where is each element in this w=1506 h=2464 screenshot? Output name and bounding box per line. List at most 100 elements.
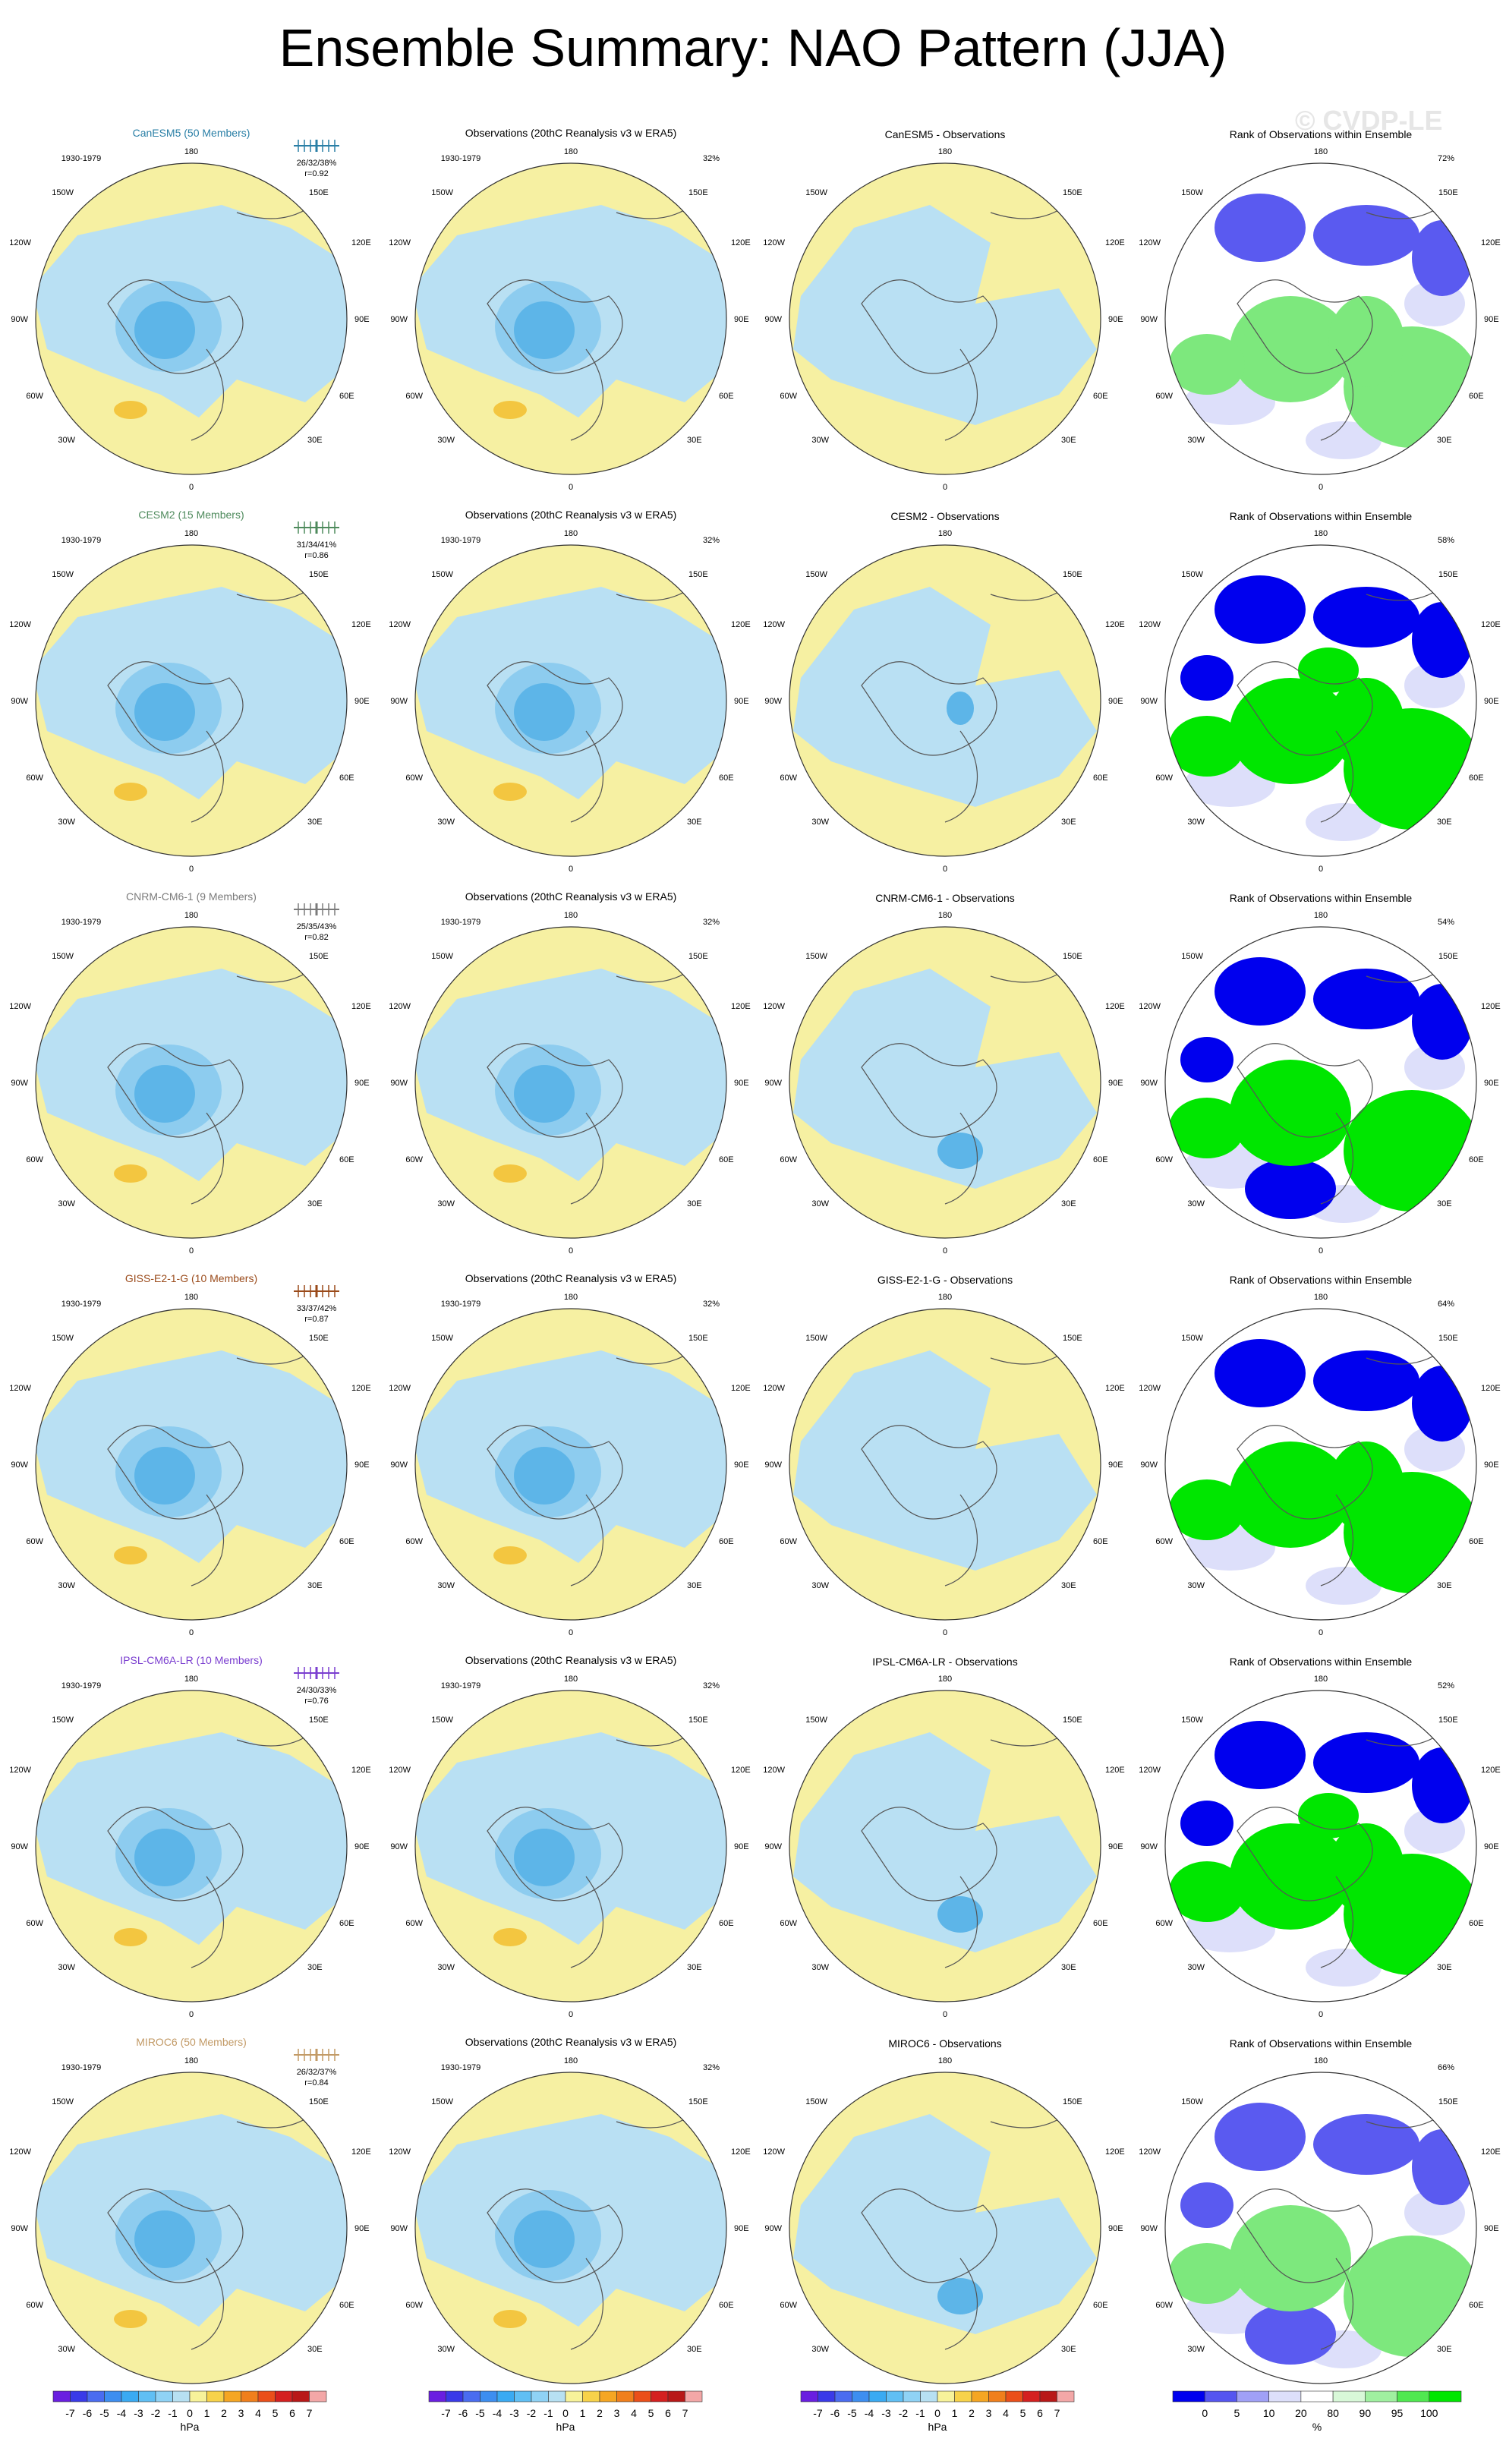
negative-center <box>514 1829 575 1886</box>
lon-label-30w: 30W <box>1187 818 1205 827</box>
colorbar-tick-label: 5 <box>1020 2407 1026 2419</box>
lon-label-0: 0 <box>943 483 947 492</box>
lon-label-60e: 60E <box>1469 1537 1484 1546</box>
colorbar-swatch <box>428 2390 446 2403</box>
colorbar-swatch <box>616 2390 635 2403</box>
rank-high-area <box>1298 648 1359 693</box>
polar-map: 180 150W 150E 120W 120E 90W 90E 60W 60E 30W 30E 0 <box>763 1293 1124 1637</box>
lon-label-30w: 30W <box>811 1581 829 1590</box>
positive-anomaly-spot <box>493 1164 527 1183</box>
colorbar-tick-label: 4 <box>255 2407 261 2419</box>
lon-label-120e: 120E <box>1481 620 1501 629</box>
lon-label-30e: 30E <box>1061 818 1076 827</box>
rank-low-area <box>1412 984 1473 1060</box>
lon-label-60e: 60E <box>1469 1919 1484 1928</box>
map-boundary <box>35 2072 348 2384</box>
pattern-correlation: r=0.82 <box>304 933 329 942</box>
lon-label-180: 180 <box>938 1293 952 1302</box>
lon-label-150e: 150E <box>309 2097 329 2106</box>
coastline <box>944 730 978 823</box>
lon-label-180: 180 <box>1314 1293 1328 1302</box>
colorbar-tick-label: -6 <box>830 2407 840 2419</box>
rank-high-area <box>1169 2243 1245 2304</box>
positive-anomaly-spot <box>493 783 527 801</box>
rank-low-area <box>1313 587 1419 648</box>
positive-anomaly-spot <box>114 1546 147 1564</box>
polar-map: 180 150W 150E 120W 120E 90W 90E 60W 60E 30W 30E 0 <box>1139 147 1500 492</box>
lon-label-90e: 90E <box>1484 2224 1499 2233</box>
hpa-colorbar: -7 -6 -5 -4 -3 -2 -1 0 1 2 3 4 5 6 7 hPa <box>428 2390 703 2433</box>
rank-low-area <box>1215 1721 1306 1789</box>
colorbar-swatch <box>223 2390 241 2403</box>
coastline <box>487 1807 623 1902</box>
lon-label-60e: 60E <box>339 1155 354 1164</box>
diff-strong-negative <box>937 1896 983 1933</box>
colorbar-tick-label: 0 <box>187 2407 193 2419</box>
colorbar-tick-label: 1 <box>204 2407 210 2419</box>
lon-label-120w: 120W <box>9 1384 31 1393</box>
coastline <box>107 279 244 374</box>
polar-map: 180 150W 150E 120W 120E 90W 90E 60W 60E 30W 30E 0 <box>9 1675 370 2019</box>
lon-label-180: 180 <box>1314 1675 1328 1684</box>
rank-percent: 54% <box>1438 918 1454 927</box>
period-label: 1930-1979 <box>441 2063 481 2072</box>
lon-label-90e: 90E <box>1108 1460 1123 1470</box>
lon-label-120e: 120E <box>1105 238 1125 247</box>
lon-label-60e: 60E <box>1093 1537 1108 1546</box>
colorbar-swatch <box>496 2390 515 2403</box>
polar-map: 180 150W 150E 120W 120E 90W 90E 60W 60E 30W 30E 0 <box>1139 529 1500 874</box>
polar-map: 180 150W 150E 120W 120E 90W 90E 60W 60E 30W 30E 0 <box>1139 911 1500 1256</box>
lon-label-180: 180 <box>184 1675 198 1684</box>
lon-label-150w: 150W <box>431 1716 453 1725</box>
lon-label-90w: 90W <box>1140 1460 1158 1470</box>
colorbar-swatch <box>937 2390 955 2403</box>
coastline <box>861 1043 997 1138</box>
colorbar-swatch <box>548 2390 566 2403</box>
map-boundary <box>1164 926 1477 1239</box>
model-panel-title: CNRM-CM6-1 (9 Members) <box>126 890 257 903</box>
rank-10-20-area <box>1306 421 1382 459</box>
coastline <box>570 348 603 441</box>
colorbar-tick-label: 20 <box>1295 2407 1307 2419</box>
colorbar-tick-label: -2 <box>527 2407 537 2419</box>
lon-label-0: 0 <box>569 865 573 874</box>
colorbar-swatch <box>920 2390 938 2403</box>
lon-label-90e: 90E <box>734 697 749 706</box>
model-panel-title: CESM2 (15 Members) <box>138 509 244 521</box>
model-panel-title: MIROC6 (50 Members) <box>136 2036 246 2048</box>
colorbar-swatch <box>633 2390 651 2403</box>
positive-anomaly-spot <box>114 401 147 419</box>
coastline <box>861 2188 997 2283</box>
lon-label-120w: 120W <box>763 1002 785 1011</box>
rank-10-20-area <box>1306 803 1382 841</box>
polar-map: 180 150W 150E 120W 120E 90W 90E 60W 60E 30W 30E 0 <box>9 147 370 492</box>
lon-label-30w: 30W <box>58 1963 75 1972</box>
lon-label-90e: 90E <box>1484 697 1499 706</box>
pattern-stats: 26/32/37% <box>297 2068 337 2077</box>
colorbar-swatch <box>800 2390 818 2403</box>
period-label: 1930-1979 <box>61 536 102 545</box>
lon-label-60w: 60W <box>780 774 797 783</box>
lon-label-120e: 120E <box>1105 620 1125 629</box>
lon-label-60e: 60E <box>339 2301 354 2310</box>
coastline <box>1237 1043 1373 1138</box>
rank-low-area <box>1313 1732 1419 1793</box>
colorbar-tick-label: -4 <box>493 2407 503 2419</box>
pattern-stats: 24/30/33% <box>297 1686 337 1695</box>
lon-label-120w: 120W <box>1139 2147 1161 2157</box>
lon-label-120w: 120W <box>389 2147 411 2157</box>
map-boundary <box>1164 544 1477 857</box>
obs-panel-title: Observations (20thC Reanalysis v3 w ERA5… <box>465 509 677 521</box>
negative-center <box>514 1065 575 1123</box>
lon-label-30e: 30E <box>1061 1581 1076 1590</box>
negative-center <box>514 1447 575 1505</box>
colorbar-tick-label: 1 <box>952 2407 958 2419</box>
lon-label-0: 0 <box>569 1628 573 1637</box>
colorbar-tick-label: 3 <box>986 2407 992 2419</box>
lon-label-30e: 30E <box>1437 818 1452 827</box>
lon-label-150w: 150W <box>52 952 74 961</box>
map-boundary <box>414 162 727 475</box>
obs-percent: 32% <box>703 1300 720 1309</box>
colorbar-tick-label: 95 <box>1391 2407 1404 2419</box>
